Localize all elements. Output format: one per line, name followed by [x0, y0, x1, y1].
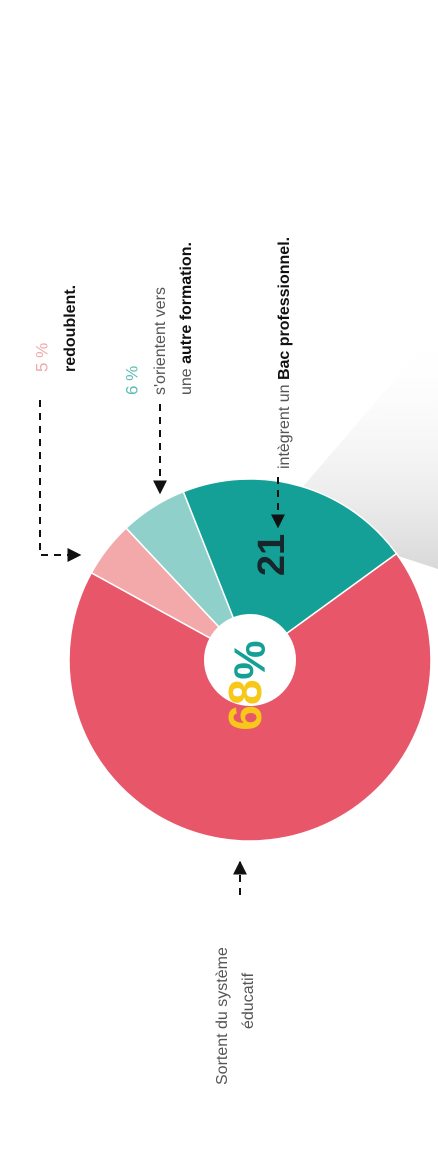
- leader-arrow: [40, 400, 80, 555]
- category-span: une: [178, 364, 195, 395]
- category-span: s'orientent vers: [152, 287, 169, 395]
- value-label: 5 %: [33, 343, 52, 372]
- category-label: s'orientent vers: [152, 287, 169, 395]
- center-label: %: [226, 640, 275, 679]
- category-span: Bac professionnel.: [276, 237, 293, 380]
- category-label: une autre formation.: [178, 242, 195, 395]
- value-label: 6 %: [123, 366, 142, 395]
- value-label: 21: [251, 534, 293, 576]
- rotated-frame: %68 Sortent du système éducatif 5 % redouble…: [33, 237, 438, 1085]
- category-span: intègrent un: [276, 380, 293, 469]
- category-label: éducatif: [240, 972, 257, 1029]
- category-label: intègrent un Bac professionnel.: [276, 237, 293, 469]
- category-label: Sortent du système: [214, 947, 231, 1085]
- category-span: autre formation.: [178, 242, 195, 364]
- category-span: Sortent du système: [214, 947, 231, 1085]
- category-span: redoublent.: [62, 285, 79, 372]
- value-label: 68: [219, 679, 271, 730]
- category-span: éducatif: [240, 972, 257, 1029]
- category-label: redoublent.: [62, 285, 79, 372]
